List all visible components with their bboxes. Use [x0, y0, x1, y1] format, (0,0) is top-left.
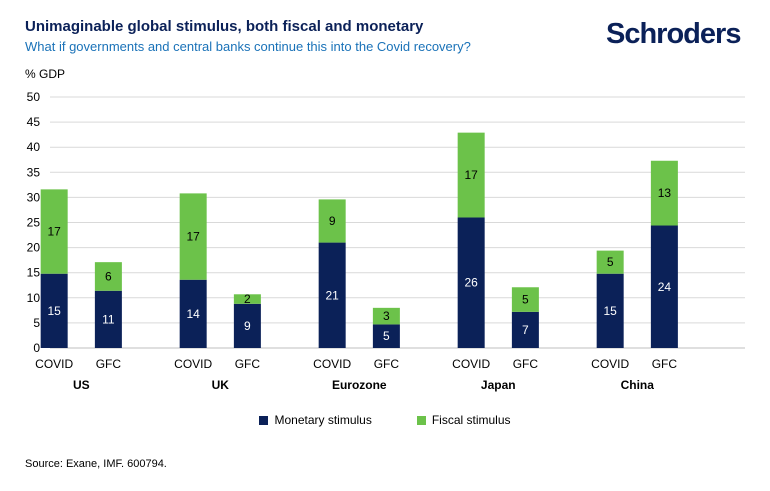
y-tick-label: 40 [27, 140, 41, 154]
x-tick-label: COVID [35, 357, 73, 371]
bar-fiscal [233, 294, 261, 304]
group-label: Eurozone [332, 378, 387, 392]
bar-fiscal [372, 307, 400, 325]
bar-fiscal [318, 199, 346, 243]
x-tick-label: GFC [96, 357, 122, 371]
x-tick-label: GFC [374, 357, 400, 371]
data-label: 9 [329, 214, 336, 228]
group-label: China [621, 378, 655, 392]
data-label: 11 [102, 312, 115, 326]
data-label: 17 [464, 168, 478, 182]
x-tick-label: GFC [235, 357, 261, 371]
bar-fiscal [179, 193, 207, 280]
x-tick-label: GFC [652, 357, 678, 371]
y-tick-label: 25 [27, 216, 41, 230]
legend-swatch-monetary [259, 415, 269, 425]
data-label: 7 [522, 323, 529, 337]
data-label: 24 [658, 280, 672, 294]
data-label: 6 [105, 269, 112, 283]
legend-label-fiscal: Fiscal stimulus [431, 413, 511, 427]
group-label: UK [212, 378, 230, 392]
source-note: Source: Exane, IMF. 600794. [25, 458, 167, 470]
legend-label-monetary: Monetary stimulus [274, 413, 372, 427]
data-label: 9 [244, 319, 251, 333]
legend-swatch-fiscal [416, 415, 426, 425]
schroders-logo: Schroders [606, 18, 741, 50]
data-label: 5 [607, 255, 614, 269]
bar-monetary [511, 311, 539, 348]
group-label: US [73, 378, 90, 392]
bar-fiscal [457, 132, 485, 218]
bar-fiscal [511, 287, 539, 312]
x-tick-label: COVID [591, 357, 629, 371]
bar-fiscal [650, 160, 678, 226]
bar-fiscal [94, 262, 122, 291]
bar-monetary [650, 225, 678, 348]
data-label: 5 [522, 293, 529, 307]
x-tick-label: COVID [313, 357, 351, 371]
data-label: 14 [186, 307, 200, 321]
x-tick-label: COVID [452, 357, 490, 371]
bar-monetary [372, 324, 400, 348]
bar-fiscal [596, 250, 624, 274]
bar-fiscal [40, 189, 68, 274]
data-label: 13 [658, 186, 672, 200]
legend: Monetary stimulus Fiscal stimulus [0, 413, 770, 427]
y-tick-label: 30 [27, 190, 41, 204]
x-tick-label: GFC [513, 357, 539, 371]
legend-item-monetary: Monetary stimulus [259, 413, 372, 427]
bar-monetary [40, 273, 68, 348]
y-axis-label: % GDP [25, 67, 66, 81]
x-tick-label: COVID [174, 357, 212, 371]
data-label: 17 [186, 230, 200, 244]
y-tick-label: 45 [27, 115, 41, 129]
bar-monetary [596, 273, 624, 348]
data-label: 2 [244, 292, 251, 306]
y-tick-label: 5 [33, 316, 40, 330]
y-tick-label: 35 [27, 165, 41, 179]
data-label: 15 [47, 304, 61, 318]
data-label: 3 [383, 309, 390, 323]
y-tick-label: 50 [27, 90, 41, 104]
bar-monetary [179, 279, 207, 348]
y-tick-label: 10 [27, 291, 41, 305]
bar-monetary [457, 217, 485, 348]
data-label: 26 [464, 276, 478, 290]
bar-monetary [94, 290, 122, 348]
chart-title: Unimaginable global stimulus, both fisca… [25, 18, 424, 35]
y-tick-label: 20 [27, 241, 41, 255]
bar-monetary [318, 242, 346, 348]
data-label: 5 [383, 329, 390, 343]
data-label: 17 [47, 225, 61, 239]
data-label: 15 [603, 304, 617, 318]
data-label: 21 [325, 288, 339, 302]
y-tick-label: 15 [27, 266, 41, 280]
chart-subtitle: What if governments and central banks co… [25, 39, 471, 54]
y-tick-label: 0 [33, 341, 40, 355]
group-label: Japan [481, 378, 516, 392]
bar-monetary [233, 303, 261, 348]
legend-item-fiscal: Fiscal stimulus [416, 413, 511, 427]
